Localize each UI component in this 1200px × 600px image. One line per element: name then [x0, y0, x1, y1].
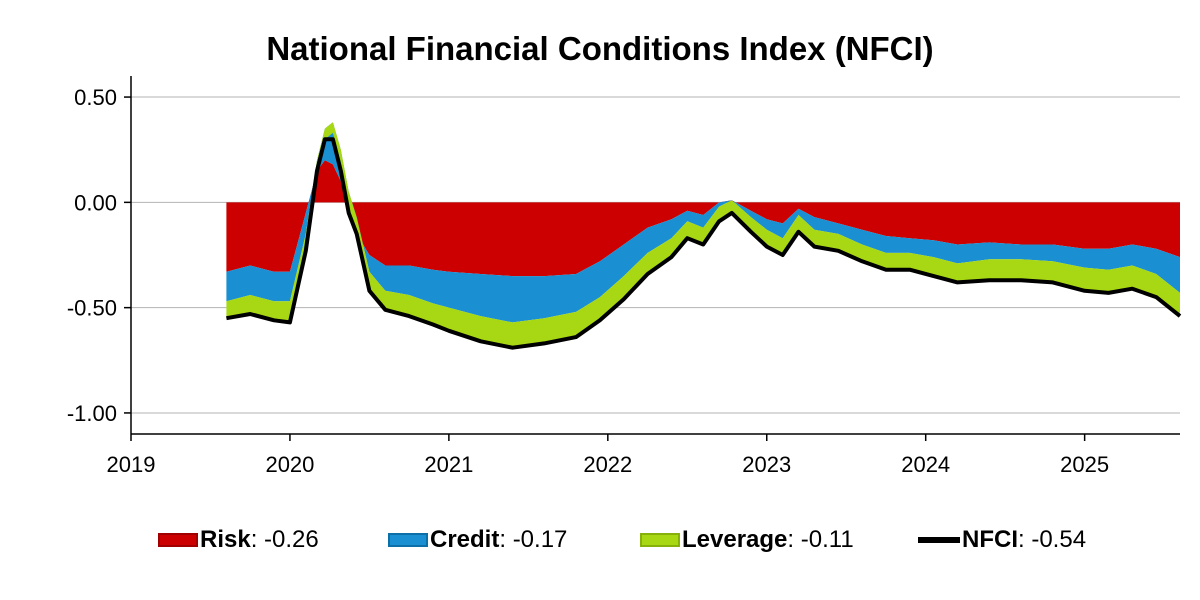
x-tick-label-2: 2021	[424, 452, 473, 477]
x-tick-label-4: 2023	[742, 452, 791, 477]
axes: 0.50 0.00 -0.50 -1.00 2019 2020 2021 2022 2023 20…	[67, 76, 1180, 477]
legend-value-risk: -0.26	[264, 526, 319, 553]
legend-item-risk: Risk: -0.26	[158, 526, 319, 554]
stacked-areas	[226, 122, 1180, 348]
area-leverage	[226, 122, 1180, 348]
area-risk	[226, 160, 1180, 277]
legend-label-credit: Credit	[430, 526, 500, 553]
grid-layer	[131, 96, 1180, 414]
legend-swatch-credit	[388, 533, 428, 547]
y-tick-label-2: -0.50	[67, 296, 117, 321]
y-tick-label-0: 0.50	[74, 85, 117, 110]
legend-label-leverage: Leverage	[682, 526, 788, 553]
y-tick-label-3: -1.00	[67, 401, 117, 426]
legend-item-leverage: Leverage: -0.11	[640, 526, 854, 554]
x-tick-label-0: 2019	[107, 452, 156, 477]
nfci-line-layer	[226, 137, 1182, 350]
legend-value-leverage: -0.11	[800, 526, 854, 553]
legend: Risk: -0.26 Credit: -0.17 Leverage: -0.1…	[0, 526, 1200, 560]
nfci-line	[226, 137, 1182, 350]
legend-label-nfci: NFCI	[962, 526, 1018, 553]
area-credit	[226, 122, 1180, 323]
legend-value-nfci: -0.54	[1031, 526, 1087, 553]
legend-label-risk: Risk	[200, 526, 251, 553]
legend-swatch-risk	[158, 533, 198, 547]
x-tick-label-5: 2024	[901, 452, 950, 477]
legend-value-credit: -0.17	[512, 526, 568, 553]
y-tick-label-1: 0.00	[74, 190, 117, 215]
x-tick-label-1: 2020	[265, 452, 314, 477]
x-tick-label-6: 2025	[1060, 452, 1109, 477]
legend-item-credit: Credit: -0.17	[388, 526, 567, 554]
legend-swatch-nfci	[918, 537, 960, 543]
legend-item-nfci: NFCI: -0.54	[918, 526, 1086, 554]
x-tick-label-3: 2022	[583, 452, 632, 477]
legend-swatch-leverage	[640, 533, 680, 547]
chart-title: National Financial Conditions Index (NFC…	[266, 30, 934, 67]
